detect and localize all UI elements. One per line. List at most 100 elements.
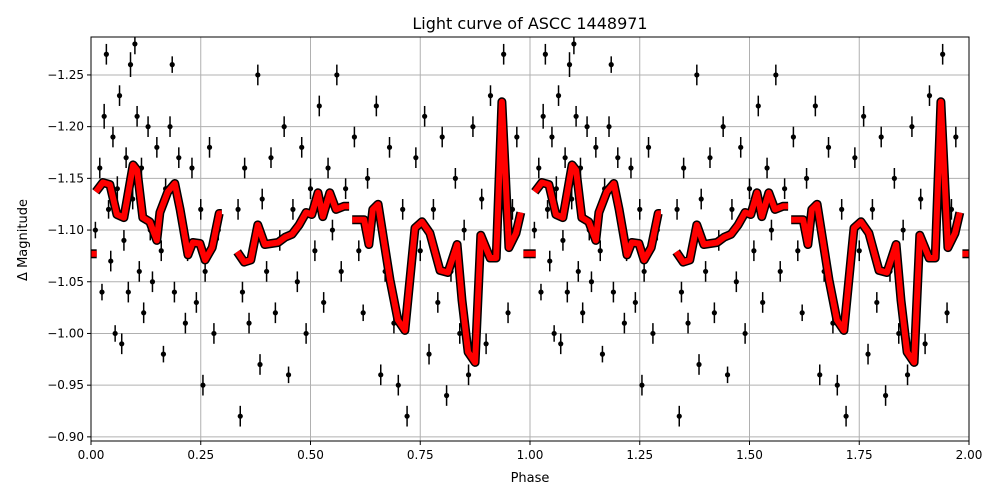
data-point xyxy=(413,155,419,161)
data-point xyxy=(97,165,103,171)
data-point xyxy=(538,289,544,295)
model-curve xyxy=(91,97,969,367)
data-point xyxy=(560,237,566,243)
data-point xyxy=(703,268,709,275)
data-point xyxy=(865,351,871,357)
data-point xyxy=(878,134,884,140)
data-point xyxy=(698,196,704,202)
data-point xyxy=(483,341,489,347)
data-point xyxy=(729,206,735,212)
data-point xyxy=(127,62,134,68)
data-point xyxy=(200,382,206,388)
x-tick-label: 2.00 xyxy=(956,448,983,462)
data-point xyxy=(742,330,748,337)
data-point xyxy=(356,248,362,254)
x-tick-label: 0.25 xyxy=(187,448,214,462)
data-point xyxy=(99,289,105,295)
data-point xyxy=(869,206,876,212)
data-point xyxy=(674,206,680,212)
data-point xyxy=(189,165,195,171)
model-curve-line xyxy=(234,189,350,266)
data-point xyxy=(645,144,652,150)
data-point xyxy=(101,113,107,119)
data-point xyxy=(307,186,314,192)
data-point xyxy=(400,206,406,212)
data-point xyxy=(839,206,845,212)
data-point xyxy=(738,144,744,150)
y-tick-label: −0.90 xyxy=(47,430,84,444)
data-point xyxy=(193,299,199,306)
data-point xyxy=(364,175,371,181)
data-point xyxy=(536,165,542,171)
data-point xyxy=(696,361,702,368)
data-point xyxy=(566,62,573,68)
data-point xyxy=(272,310,278,316)
chart-title: Light curve of ASCC 1448971 xyxy=(412,14,647,33)
data-point xyxy=(257,361,263,368)
data-point xyxy=(610,289,617,295)
data-point xyxy=(417,248,423,254)
data-point xyxy=(465,372,472,378)
data-point xyxy=(112,330,118,337)
data-point xyxy=(639,382,645,388)
data-point xyxy=(856,248,862,254)
data-point xyxy=(681,165,687,171)
data-point xyxy=(608,62,614,68)
data-point xyxy=(733,279,739,285)
model-curve-line xyxy=(673,189,789,266)
data-point xyxy=(773,72,779,78)
data-point xyxy=(540,113,546,119)
data-point xyxy=(580,310,586,316)
data-point xyxy=(632,299,638,306)
data-point xyxy=(760,299,766,306)
data-point xyxy=(562,155,568,161)
data-point xyxy=(799,310,805,316)
data-point xyxy=(246,320,252,326)
data-point xyxy=(321,299,327,306)
data-point xyxy=(435,299,441,306)
data-point xyxy=(470,124,476,130)
data-point xyxy=(426,351,432,357)
data-point xyxy=(123,155,129,161)
data-point xyxy=(549,134,555,140)
data-point xyxy=(597,248,603,254)
data-point xyxy=(108,258,114,264)
data-point xyxy=(843,413,849,419)
data-point xyxy=(422,113,428,119)
data-point xyxy=(334,72,340,78)
data-point xyxy=(167,124,173,130)
data-point xyxy=(861,113,867,119)
y-tick-label: −1.15 xyxy=(47,171,84,185)
data-point xyxy=(239,289,246,295)
data-point xyxy=(211,330,217,337)
data-point xyxy=(132,41,138,47)
data-point xyxy=(953,134,959,140)
data-point xyxy=(558,341,564,347)
data-point xyxy=(105,206,112,212)
data-point xyxy=(479,196,485,202)
data-point xyxy=(110,134,116,140)
data-point xyxy=(136,268,142,275)
data-point xyxy=(882,392,889,399)
data-point xyxy=(92,227,98,233)
model-curve-line xyxy=(532,161,662,263)
x-tick-label: 0.50 xyxy=(297,448,324,462)
data-point xyxy=(904,372,911,378)
data-point xyxy=(505,310,511,316)
data-point xyxy=(694,72,700,78)
data-point xyxy=(285,372,292,378)
y-tick-label: −1.25 xyxy=(47,68,84,82)
data-point xyxy=(564,289,570,295)
data-point xyxy=(501,51,507,57)
data-point xyxy=(343,186,349,192)
data-point xyxy=(158,248,164,254)
data-point xyxy=(386,144,393,150)
data-point xyxy=(909,124,915,130)
data-point xyxy=(768,227,775,233)
x-tick-label: 0.00 xyxy=(78,448,105,462)
data-point xyxy=(125,289,131,295)
data-point xyxy=(777,268,783,275)
data-point xyxy=(338,268,344,275)
data-point xyxy=(202,268,208,275)
data-point xyxy=(803,175,810,181)
